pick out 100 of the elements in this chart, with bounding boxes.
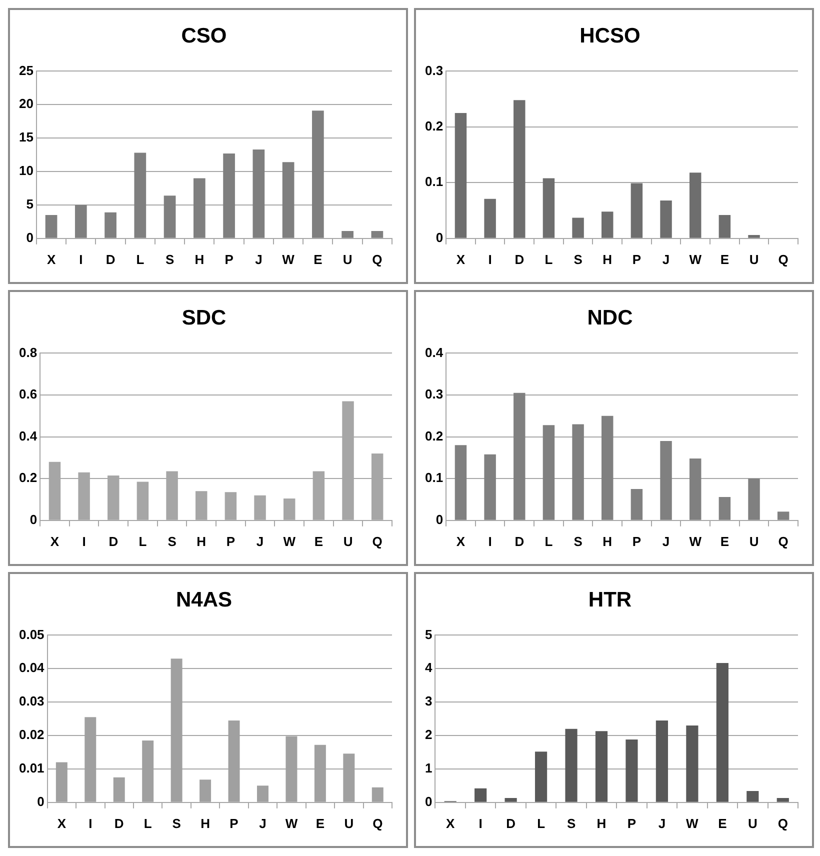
y-tick-label: 0.02 — [18, 727, 44, 742]
x-tick-label: E — [720, 534, 730, 549]
x-tick-label: D — [114, 816, 124, 831]
bar — [542, 178, 555, 238]
bar — [748, 235, 760, 238]
x-tick-label: H — [602, 534, 612, 549]
x-tick-label: D — [108, 534, 118, 549]
x-tick-label: J — [255, 252, 262, 267]
y-tick-label: 0.1 — [424, 174, 444, 190]
y-tick-label: 0.4 — [424, 344, 444, 360]
y-tick-label: 0 — [424, 794, 432, 809]
bar — [484, 454, 496, 520]
x-tick-label: H — [200, 816, 210, 831]
x-tick-label: U — [748, 816, 758, 831]
x-tick-label: E — [718, 816, 728, 831]
x-tick-label: Q — [778, 816, 788, 831]
bar — [312, 110, 324, 238]
x-tick-label: Q — [778, 534, 788, 549]
bar — [718, 214, 731, 238]
y-tick-label: 0 — [436, 230, 444, 245]
x-tick-label: D — [506, 816, 516, 831]
x-tick-label: S — [574, 534, 583, 549]
x-tick-label: Q — [372, 816, 383, 831]
bar — [371, 231, 384, 238]
y-tick-label: 0.2 — [424, 118, 444, 134]
x-tick-label: I — [88, 816, 92, 831]
x-tick-label: S — [566, 816, 576, 831]
chart-title: CSO — [181, 24, 227, 48]
x-tick-label: I — [82, 534, 86, 549]
x-tick-label: X — [456, 534, 466, 549]
x-tick-label: E — [314, 534, 324, 549]
bar — [223, 153, 235, 238]
y-tick-label: 0.1 — [424, 470, 444, 486]
x-tick-label: I — [478, 816, 482, 831]
x-tick-label: E — [314, 252, 323, 267]
y-tick-label: 0 — [436, 512, 444, 527]
chart-title: HTR — [588, 588, 632, 612]
x-tick-label: L — [138, 534, 147, 549]
x-tick-label: Q — [778, 252, 788, 267]
x-tick-label: L — [544, 534, 553, 549]
bar — [777, 512, 790, 520]
bar — [572, 424, 584, 520]
y-tick-label: 0.03 — [18, 694, 44, 709]
bar — [602, 212, 614, 238]
y-tick-label: 5 — [26, 196, 34, 212]
bar — [342, 231, 354, 238]
bar — [484, 198, 496, 238]
x-tick-label: E — [316, 816, 325, 831]
x-tick-label: U — [343, 534, 353, 549]
x-tick-label: X — [57, 816, 66, 831]
x-tick-label: X — [46, 252, 56, 267]
bar — [689, 172, 702, 238]
bar — [193, 178, 206, 238]
x-tick-label: S — [168, 534, 177, 549]
bar — [746, 791, 759, 802]
bar — [626, 740, 638, 802]
chart-title: N4AS — [176, 588, 232, 612]
x-tick-label: D — [514, 534, 524, 549]
x-tick-label: I — [79, 252, 83, 267]
x-tick-label: D — [514, 252, 524, 267]
x-tick-label: L — [537, 816, 546, 831]
bar — [454, 113, 467, 238]
chart-title: SDC — [182, 306, 226, 330]
x-tick-label: S — [172, 816, 182, 831]
bar — [565, 728, 578, 802]
y-tick-label: 1 — [424, 760, 432, 776]
bar — [104, 212, 116, 238]
bar — [134, 152, 146, 238]
x-tick-label: W — [689, 534, 702, 549]
x-tick-label: P — [632, 534, 642, 549]
x-tick-label: W — [283, 534, 296, 549]
y-tick-label: 0.6 — [18, 386, 38, 402]
x-tick-label: U — [749, 252, 759, 267]
x-tick-label: S — [574, 252, 583, 267]
y-tick-label: 0.4 — [18, 428, 38, 444]
bar — [689, 458, 702, 520]
y-tick-label: 0.05 — [18, 626, 44, 642]
bar — [656, 720, 668, 802]
bar — [595, 731, 608, 802]
bar — [660, 200, 672, 238]
y-tick-label: 0.2 — [424, 428, 444, 444]
y-tick-label: 0.3 — [424, 386, 444, 402]
x-tick-label: J — [662, 534, 670, 549]
y-tick-label: 0.01 — [18, 760, 44, 776]
x-tick-label: L — [136, 252, 144, 267]
bar — [630, 489, 643, 520]
y-tick-label: 0 — [37, 794, 44, 809]
x-tick-label: X — [50, 534, 60, 549]
bar — [542, 425, 555, 520]
bar — [534, 752, 548, 802]
bar — [718, 496, 731, 520]
x-tick-label: E — [720, 252, 730, 267]
bar — [716, 662, 728, 802]
y-tick-label: 5 — [424, 626, 432, 642]
bar — [602, 416, 614, 520]
x-tick-label: P — [632, 252, 642, 267]
x-tick-label: J — [256, 534, 264, 549]
x-tick-label: X — [446, 816, 456, 831]
chart-title: HCSO — [580, 24, 640, 48]
bar — [748, 478, 760, 520]
